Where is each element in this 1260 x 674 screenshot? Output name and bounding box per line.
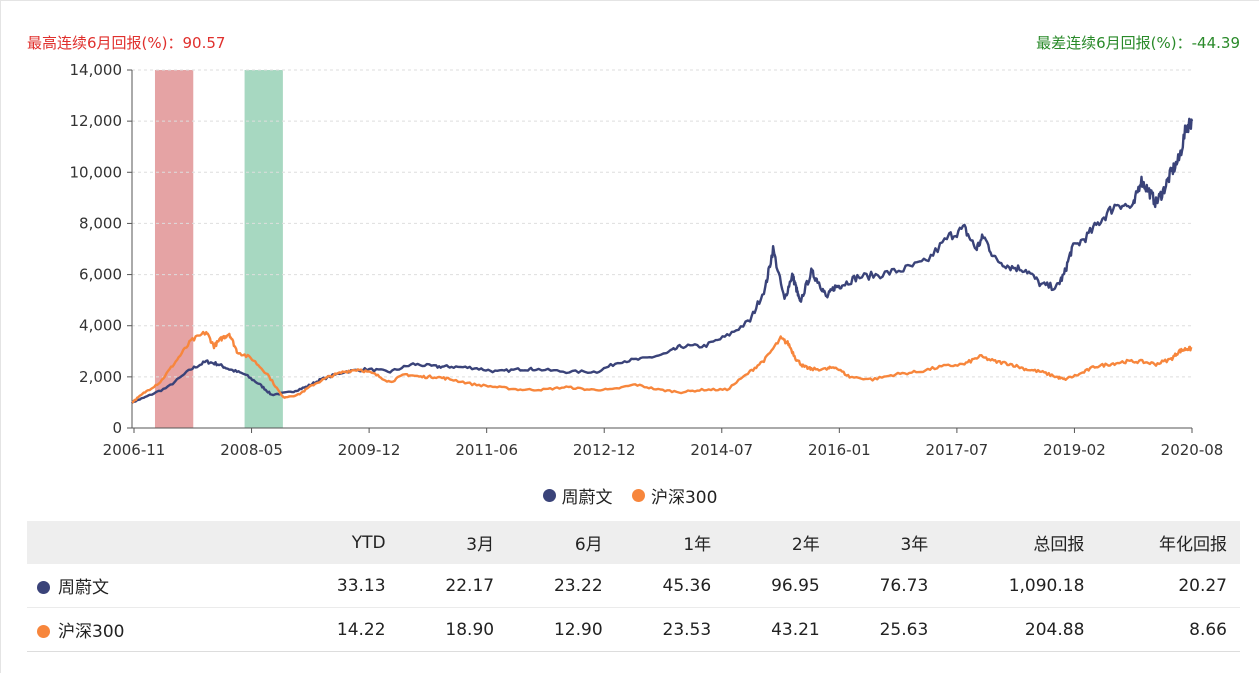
table-row: 沪深300 14.22 18.90 12.90 23.53 43.21 25.6… [27,607,1240,652]
best-6m-return-value: 90.57 [182,34,226,52]
header-3y: 3年 [900,535,929,555]
worst-period-band [244,70,283,428]
header-1y: 1年 [683,535,712,555]
cell-annualized: 20.27 [1178,575,1227,596]
cell-3y: 25.63 [832,607,942,652]
x-tick-label: 2012-12 [573,441,636,459]
header-2y: 2年 [791,535,820,555]
worst-6m-return-value: -44.39 [1191,34,1240,52]
header-name [27,521,290,564]
series-line-index [131,330,1193,404]
x-tick-label: 2006-11 [103,441,166,459]
y-tick-label: 2,000 [79,368,122,386]
x-tick-label: 2020-08 [1161,441,1224,459]
best-6m-return: 最高连续6月回报(%)：90.57 [27,32,225,53]
x-tick-label: 2019-02 [1043,441,1106,459]
worst-6m-return-label: 最差连续6月回报(%)： [1036,34,1192,52]
cell-1y: 45.36 [662,575,712,596]
legend-dot-fund [542,489,556,502]
header-6m: 6月 [574,535,603,555]
header-ytd: YTD [351,532,386,553]
legend-item-index[interactable]: 沪深300 [631,483,718,508]
header-3m: 3月 [466,535,495,555]
cell-1y: 23.53 [615,607,725,652]
cell-6m: 23.22 [553,575,603,596]
row-name: 周蔚文 [58,578,109,598]
cell-ytd: 14.22 [290,607,399,652]
series-line-fund [131,117,1194,404]
row-name: 沪深300 [58,622,125,642]
cell-ytd: 33.13 [336,575,386,596]
cell-3m: 22.17 [445,575,495,596]
x-tick-label: 2014-07 [690,441,753,459]
best-period-band [154,70,194,428]
chart-legend: 周蔚文 沪深300 [0,483,1260,508]
y-tick-label: 8,000 [79,214,122,232]
y-tick-label: 14,000 [70,61,123,79]
header-total: 总回报 [1033,535,1085,555]
row-color-dot [37,581,50,594]
cell-6m: 12.90 [507,607,616,652]
table-header-row: YTD 3月 6月 1年 2年 3年 总回报 年化回报 [27,521,1240,564]
row-color-dot [37,625,50,638]
legend-label-index: 沪深300 [650,488,718,508]
cell-total: 1,090.18 [1008,575,1085,596]
returns-table: YTD 3月 6月 1年 2年 3年 总回报 年化回报 周蔚文 33.13 22… [27,521,1240,652]
worst-6m-return: 最差连续6月回报(%)：-44.39 [1036,32,1240,53]
x-tick-label: 2008-05 [220,441,283,459]
performance-chart: 0 2,000 4,000 6,000 8,000 10,000 12,000 14,000 2… [70,61,1224,459]
x-tick-label: 2016-01 [808,441,871,459]
legend-item-fund[interactable]: 周蔚文 [542,483,613,508]
y-tick-label: 12,000 [70,112,123,130]
y-tick-label: 0 [112,419,122,437]
x-tick-label: 2009-12 [338,441,401,459]
header-annualized: 年化回报 [1159,535,1227,555]
x-tick-label: 2017-07 [926,441,989,459]
row-name-cell: 沪深300 [27,607,290,652]
table-row: 周蔚文 33.13 22.17 23.22 45.36 96.95 76.73 … [27,564,1240,608]
cell-3y: 76.73 [879,575,929,596]
x-tick-label: 2011-06 [455,441,518,459]
y-tick-label: 6,000 [79,266,122,284]
best-6m-return-label: 最高连续6月回报(%)： [27,34,183,52]
cell-2y: 96.95 [771,575,820,596]
cell-3m: 18.90 [398,607,508,652]
y-tick-label: 10,000 [70,163,123,181]
row-name-cell: 周蔚文 [27,564,290,608]
legend-dot-index [631,489,645,502]
cell-2y: 43.21 [724,607,833,652]
legend-label-fund: 周蔚文 [561,488,613,508]
cell-annualized: 8.66 [1097,607,1240,652]
y-tick-label: 4,000 [79,317,122,335]
cell-total: 204.88 [941,607,1098,652]
